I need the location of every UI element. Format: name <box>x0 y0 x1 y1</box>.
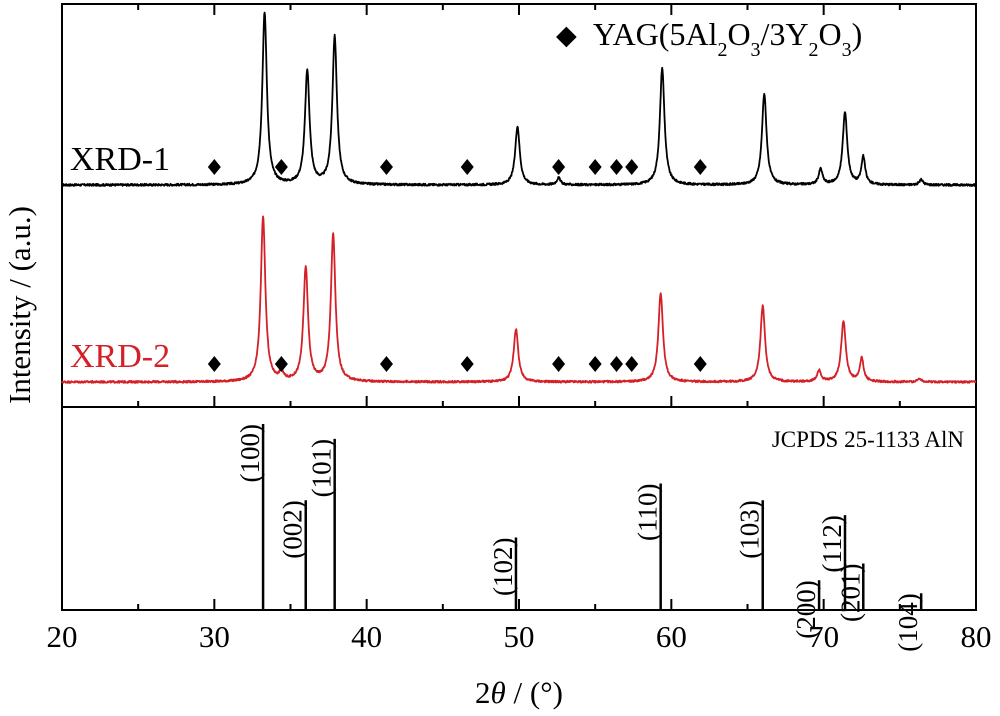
yag-marker <box>693 356 707 372</box>
hkl-label: (100) <box>235 424 265 482</box>
hkl-label: (110) <box>633 484 663 541</box>
hkl-label: (103) <box>735 500 765 558</box>
yag-marker <box>207 159 221 175</box>
x-axis-ticks: 20 30 40 50 60 70 80 <box>47 4 992 654</box>
yag-marker <box>460 356 474 372</box>
hkl-label: (102) <box>488 537 518 595</box>
reference-label: JCPDS 25-1133 AlN <box>772 427 965 452</box>
hkl-label: (200) <box>791 580 821 638</box>
x-tick-label: 50 <box>504 619 535 654</box>
hkl-label: (101) <box>307 439 337 497</box>
curve-xrd-2 <box>61 215 977 384</box>
x-tick-label: 60 <box>656 619 687 654</box>
hkl-label: (104) <box>893 593 923 651</box>
yag-marker <box>588 159 602 175</box>
x-axis-label: 2θ / (°) <box>475 675 563 710</box>
yag-marker <box>625 356 639 372</box>
yag-marker <box>460 159 474 175</box>
yag-marker <box>588 356 602 372</box>
xrd-curves <box>61 11 977 384</box>
hkl-label: (002) <box>278 500 308 558</box>
x-tick-label: 80 <box>961 619 992 654</box>
reference-lines: (100) (002)(101) (102) (110) (103) (200) (112)… <box>235 424 923 652</box>
hkl-label: (201) <box>835 564 865 622</box>
series-label-xrd-1: XRD-1 <box>70 141 170 178</box>
x-tick-label: 70 <box>808 619 839 654</box>
legend-marker: ◆ <box>556 20 577 50</box>
curve-xrd-1 <box>61 11 977 187</box>
yag-marker <box>379 356 393 372</box>
x-tick-label: 40 <box>351 619 382 654</box>
yag-marker <box>274 159 288 175</box>
y-axis-label: Intensity / (a.u.) <box>2 206 37 404</box>
yag-marker <box>207 356 221 372</box>
yag-marker <box>625 159 639 175</box>
legend-label: YAG(5Al2O3/3Y2O3) <box>593 16 862 61</box>
yag-marker <box>609 356 623 372</box>
yag-marker <box>693 159 707 175</box>
x-tick-label: 30 <box>199 619 230 654</box>
series-label-xrd-2: XRD-2 <box>70 338 170 375</box>
legend: ◆ YAG(5Al2O3/3Y2O3) <box>556 16 862 61</box>
x-tick-label: 20 <box>47 619 78 654</box>
yag-marker <box>274 356 288 372</box>
yag-marker <box>379 159 393 175</box>
yag-marker <box>552 159 566 175</box>
hkl-label: (112) <box>817 515 847 572</box>
yag-marker <box>609 159 623 175</box>
yag-marker <box>552 356 566 372</box>
yag-markers <box>207 159 707 372</box>
